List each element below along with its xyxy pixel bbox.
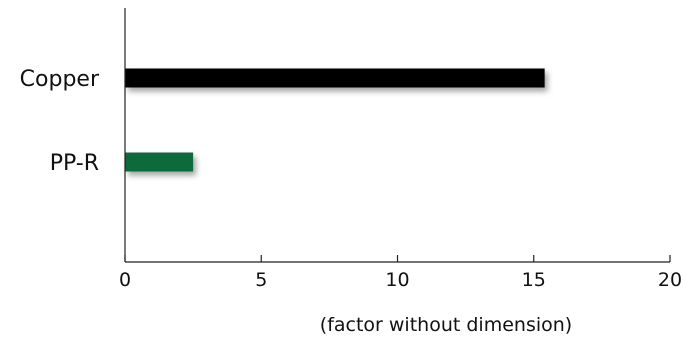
x-tick-label: 10 bbox=[385, 269, 409, 291]
x-tick-label: 20 bbox=[658, 269, 682, 291]
x-ticks: 0 5 10 15 20 bbox=[119, 255, 682, 291]
category-label: Copper bbox=[20, 67, 100, 92]
x-tick-label: 0 bbox=[119, 269, 131, 291]
bar-copper bbox=[125, 69, 545, 88]
x-axis: 0 5 10 15 20 bbox=[119, 255, 682, 291]
x-axis-title: (factor without dimension) bbox=[320, 314, 572, 336]
x-tick-label: 15 bbox=[522, 269, 546, 291]
bars-layer bbox=[125, 69, 545, 172]
bar-pp-r bbox=[125, 153, 193, 172]
category-label: PP-R bbox=[50, 151, 99, 176]
category-labels: Copper PP-R bbox=[20, 67, 100, 176]
x-tick-label: 5 bbox=[255, 269, 267, 291]
